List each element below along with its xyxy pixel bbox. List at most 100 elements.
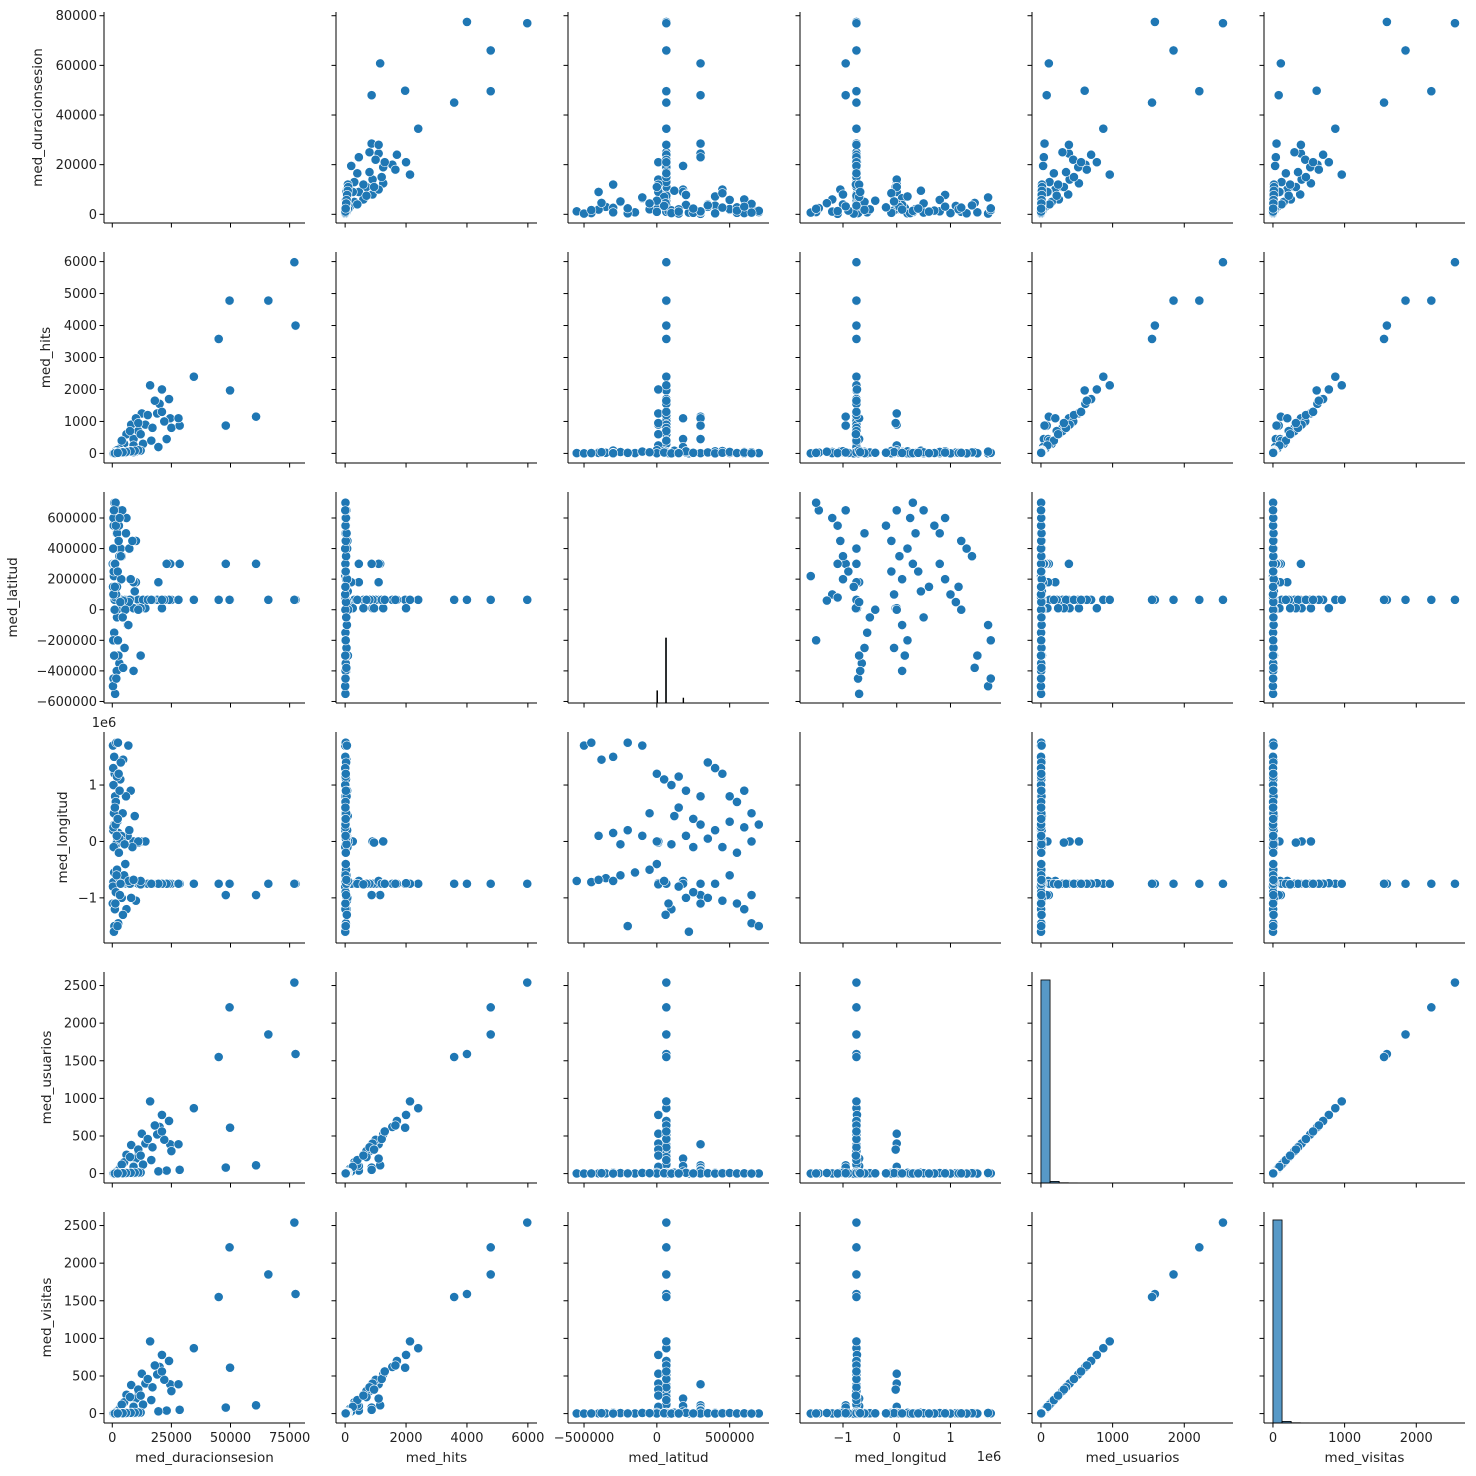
scatter-point bbox=[859, 643, 870, 653]
x-tick-label: 0 bbox=[108, 1431, 116, 1446]
panel-med_longitud-vs-med_latitud bbox=[563, 732, 769, 948]
scatter-point bbox=[1289, 147, 1300, 158]
scatter-point bbox=[220, 420, 231, 431]
scatter-point bbox=[571, 876, 582, 886]
scatter-point bbox=[126, 1140, 137, 1150]
y-tick-label: 1000 bbox=[64, 1332, 97, 1347]
scatter-point bbox=[112, 1168, 123, 1179]
y-tick-label: 2000 bbox=[64, 1017, 97, 1032]
histogram-bar bbox=[1040, 979, 1051, 1183]
x-tick-label: 2000 bbox=[389, 1431, 422, 1446]
scatter-point bbox=[1450, 594, 1460, 605]
scatter-point bbox=[113, 635, 123, 646]
scatter-point bbox=[1149, 320, 1160, 331]
scatter-point bbox=[1379, 97, 1389, 108]
panel-med_duracionsesion-vs-med_longitud bbox=[795, 12, 1001, 228]
scatter-point bbox=[661, 1366, 672, 1377]
scatter-point bbox=[663, 898, 674, 909]
scatter-point bbox=[289, 1217, 300, 1228]
scatter-point bbox=[1057, 147, 1068, 158]
scatter-point bbox=[1194, 594, 1205, 605]
scatter-point bbox=[717, 895, 728, 906]
scatter-point bbox=[1268, 673, 1279, 684]
plot-area bbox=[340, 17, 533, 219]
scatter-point bbox=[608, 751, 619, 762]
scatter-point bbox=[661, 406, 672, 417]
x-tick-label: −1 bbox=[833, 1431, 852, 1446]
panel-med_usuarios-vs-med_usuarios bbox=[1027, 972, 1233, 1188]
scatter-point bbox=[341, 874, 352, 885]
scatter-point bbox=[1076, 157, 1086, 168]
histogram-bar bbox=[665, 637, 667, 703]
panel-med_longitud-vs-med_usuarios bbox=[1027, 732, 1233, 948]
scatter-point bbox=[157, 603, 167, 614]
scatter-point bbox=[661, 1096, 672, 1107]
scatter-point bbox=[840, 411, 851, 422]
scatter-point bbox=[128, 874, 139, 885]
scatter-point bbox=[1268, 566, 1279, 577]
scatter-point bbox=[622, 825, 633, 836]
scatter-point bbox=[983, 620, 994, 630]
panel-med_latitud-vs-med_longitud bbox=[795, 492, 1001, 708]
y-tick-label: 4000 bbox=[64, 319, 97, 334]
scatter-point bbox=[661, 395, 672, 406]
scatter-point bbox=[596, 1168, 607, 1179]
scatter-point bbox=[805, 571, 816, 581]
scatter-point bbox=[913, 203, 924, 214]
scatter-point bbox=[369, 182, 379, 192]
scatter-point bbox=[485, 1242, 496, 1253]
scatter-point bbox=[956, 1408, 967, 1419]
scatter-point bbox=[724, 195, 735, 205]
scatter-point bbox=[109, 802, 120, 813]
scatter-point bbox=[717, 768, 728, 779]
scatter-point bbox=[1098, 1343, 1109, 1354]
scatter-point bbox=[681, 892, 691, 903]
scatter-point bbox=[851, 558, 862, 569]
scatter-point bbox=[710, 208, 721, 219]
scatter-point bbox=[157, 594, 167, 605]
scatter-point bbox=[586, 1408, 597, 1419]
scatter-point bbox=[224, 878, 235, 889]
scatter-point bbox=[940, 1168, 951, 1179]
scatter-point bbox=[924, 448, 934, 459]
panel-med_hits-vs-med_usuarios bbox=[1027, 252, 1233, 468]
scatter-point bbox=[1323, 1110, 1334, 1120]
x-axis-label-med_latitud: med_latitud bbox=[628, 1450, 708, 1466]
scatter-point bbox=[661, 139, 672, 150]
scatter-point bbox=[124, 825, 135, 836]
scatter-point bbox=[850, 1150, 861, 1161]
scatter-point bbox=[251, 890, 261, 900]
scatter-point bbox=[881, 520, 891, 531]
scatter-point bbox=[1036, 203, 1047, 214]
scatter-point bbox=[353, 558, 364, 569]
scatter-point bbox=[340, 505, 351, 516]
scatter-point bbox=[142, 1134, 153, 1144]
scatter-point bbox=[111, 830, 122, 841]
scatter-point bbox=[224, 295, 235, 306]
scatter-point bbox=[851, 139, 862, 150]
y-tick-label: −600000 bbox=[36, 695, 97, 710]
scatter-point bbox=[113, 847, 124, 858]
plot-area bbox=[1036, 1217, 1228, 1419]
scatter-point bbox=[940, 574, 951, 585]
scatter-point bbox=[123, 740, 134, 751]
scatter-point bbox=[1063, 189, 1074, 200]
scatter-point bbox=[369, 837, 379, 848]
scatter-point bbox=[934, 558, 945, 569]
scatter-point bbox=[661, 1126, 672, 1137]
y-axis-label-med_longitud: med_longitud bbox=[55, 791, 71, 883]
scatter-point bbox=[1268, 1168, 1279, 1179]
scatter-point bbox=[739, 201, 750, 212]
scatter-point bbox=[891, 408, 902, 419]
scatter-point bbox=[832, 206, 843, 216]
scatter-point bbox=[608, 207, 619, 218]
scatter-point bbox=[340, 635, 351, 646]
scatter-point bbox=[340, 802, 351, 813]
scatter-point bbox=[916, 586, 926, 597]
scatter-point bbox=[886, 536, 897, 546]
scatter-point bbox=[1285, 879, 1296, 890]
scatter-point bbox=[213, 594, 224, 605]
scatter-point bbox=[390, 164, 401, 175]
scatter-point bbox=[1311, 85, 1322, 96]
scatter-point bbox=[1268, 890, 1279, 900]
